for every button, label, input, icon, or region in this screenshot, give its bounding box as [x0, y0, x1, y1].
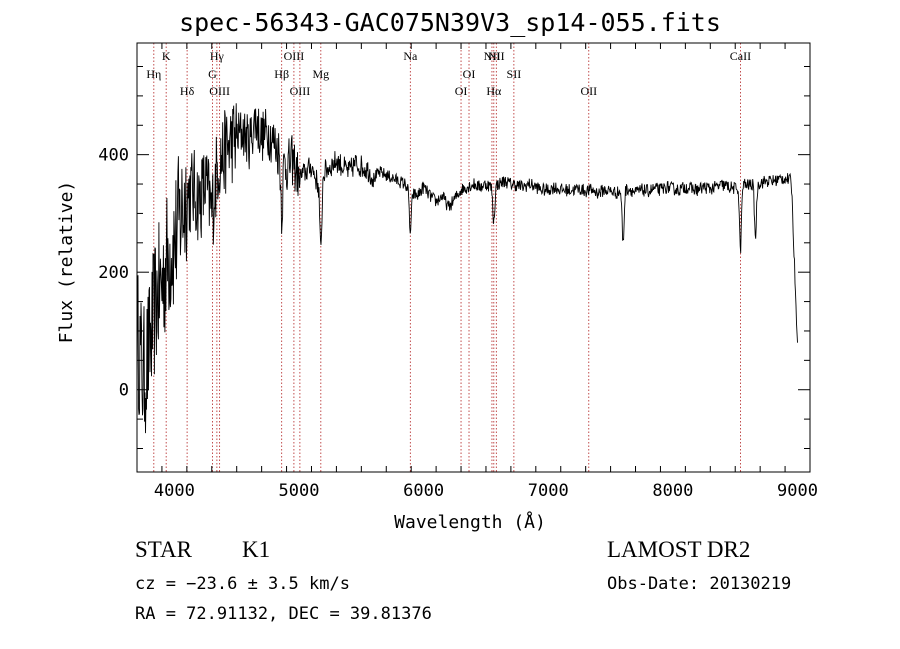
marker-label: Hβ: [274, 67, 289, 81]
obs-date: Obs-Date: 20130219: [607, 574, 792, 594]
x-tick-label: 5000: [279, 481, 320, 501]
marker-label: OIII: [284, 49, 305, 63]
marker-label: Mg: [312, 67, 329, 81]
marker-label: OII: [580, 84, 597, 98]
plot-frame: [136, 42, 811, 473]
y-tick-label: 0: [119, 381, 129, 401]
marker-label: OI: [463, 67, 476, 81]
redshift-cz: cz = −23.6 ± 3.5 km/s: [135, 574, 350, 594]
x-tick-label: 6000: [403, 481, 444, 501]
x-tick-label: 4000: [154, 481, 195, 501]
marker-label: CaII: [730, 49, 751, 63]
marker-label: OIII: [209, 84, 230, 98]
marker-label: Na: [403, 49, 418, 63]
chart-title: spec-56343-GAC075N39V3_sp14-055.fits: [179, 8, 721, 37]
x-tick-label: 7000: [528, 481, 569, 501]
spectrum-line: [136, 103, 798, 434]
y-tick-label: 200: [98, 263, 129, 283]
marker-label: NII: [488, 49, 505, 63]
line-markers: HηKHδHγGOIIIHβOIIIOIIIMgNaOIOINIINIIHαSI…: [146, 43, 751, 472]
marker-label: OI: [455, 84, 468, 98]
marker-label: G: [208, 67, 217, 81]
x-tick-label: 9000: [777, 481, 818, 501]
axis-ticks: 4000 5000 6000 7000 8000 9000 0 200 400: [98, 43, 818, 501]
marker-label: Hδ: [180, 84, 195, 98]
marker-label: SII: [507, 67, 522, 81]
marker-label: K: [162, 49, 171, 63]
ra-dec: RA = 72.91132, DEC = 39.81376: [135, 604, 432, 624]
x-axis-label: Wavelength (Å): [394, 511, 546, 533]
marker-label: OIII: [290, 84, 311, 98]
y-tick-label: 400: [98, 146, 129, 166]
y-axis-label: Flux (relative): [56, 181, 77, 344]
x-tick-label: 8000: [652, 481, 693, 501]
marker-label: Hα: [486, 84, 502, 98]
object-subclass: K1: [242, 537, 271, 562]
marker-label: NII: [484, 49, 501, 63]
survey-name: LAMOST DR2: [607, 537, 751, 562]
marker-label: Hγ: [210, 49, 225, 63]
object-class: STAR: [135, 537, 192, 562]
marker-label: Hη: [146, 67, 161, 81]
